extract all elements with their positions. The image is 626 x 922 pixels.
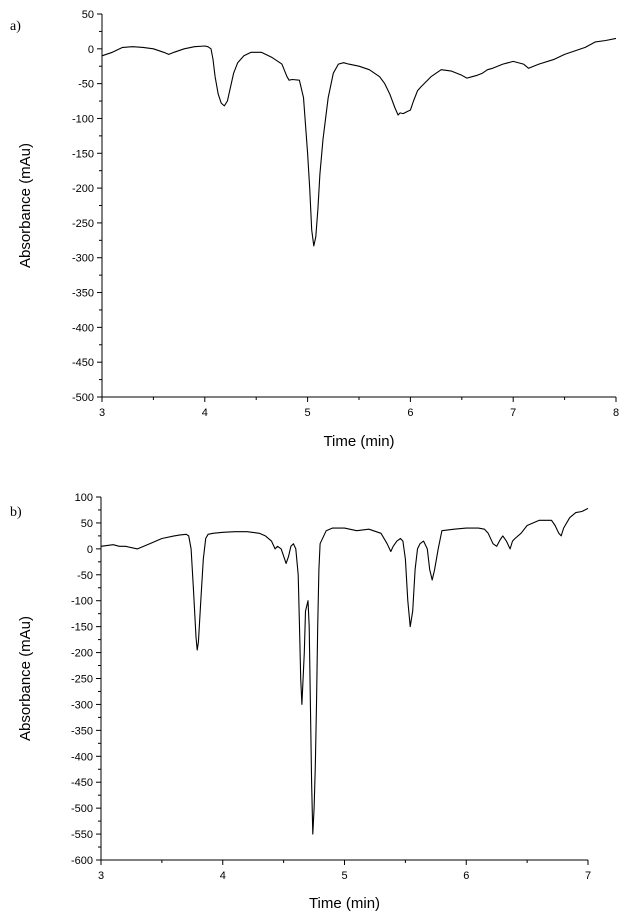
chart-a-y-tick-label: -500 [72,392,94,404]
chart-b-y-tick-label: 0 [87,544,93,556]
chart-b-y-tick-label: -300 [71,699,93,711]
chart-a-y-tick-label: 50 [82,9,94,21]
chart-a-x-tick-label: 4 [202,407,208,419]
chart-a-y-axis-title: Absorbance (mAu) [17,143,34,268]
chart-a-x-tick-label: 3 [99,407,105,419]
chart-b-x-tick-label: 7 [585,870,591,882]
chart-b-y-tick-label: -450 [71,777,93,789]
chart-b-y-tick-label: -350 [71,725,93,737]
chart-b-y-tick-label: -50 [77,570,93,582]
chart-b-y-tick-label: 100 [75,492,93,504]
chart-b-y-tick-label: 50 [81,518,93,530]
chart-a-y-tick-label: -400 [72,322,94,334]
chart-b-y-tick-label: -200 [71,648,93,660]
chart-a-y-tick-label: 0 [88,44,94,56]
chart-b-y-axis-title: Absorbance (mAu) [17,616,34,741]
chart-a-x-tick-label: 6 [407,407,413,419]
chart-b-y-tick-label: -550 [71,829,93,841]
chart-b-y-tick-label: -400 [71,751,93,763]
chart-a-series-line [101,37,617,247]
chart-a-x-axis-title: Time (min) [323,433,394,450]
chart-b-y-tick-label: -150 [71,622,93,634]
chart-a-x-tick-label: 5 [305,407,311,419]
chart-b-series-line [100,507,589,835]
chart-a-x-tick-label: 7 [510,407,516,419]
chart-b-x-axis-title: Time (min) [309,895,380,912]
chart-a-y-tick-label: -300 [72,253,94,265]
chart-b-x-tick-label: 3 [98,870,104,882]
chart-b-x-tick-label: 4 [220,870,226,882]
chart-a-y-tick-label: -250 [72,218,94,230]
chart-a-x-tick-label: 8 [613,407,619,419]
chart-a-y-tick-label: -100 [72,113,94,125]
chart-b-x-tick-label: 6 [463,870,469,882]
chart-b: 100 50 0 -50 -100 -150 -200 -250 -300 -350 -400 -45… [10,492,591,912]
chart-b-y-tick-label: -250 [71,674,93,686]
chart-a-panel-label: a) [10,19,21,34]
chart-b-panel-label: b) [10,505,22,520]
chart-a-y-tick-label: -150 [72,148,94,160]
chart-a-y-tick-label: -50 [78,79,94,91]
chart-a-y-tick-label: -450 [72,357,94,369]
chart-b-y-tick-label: -600 [71,855,93,867]
chart-a-y-tick-label: -200 [72,183,94,195]
chart-b-x-tick-label: 5 [341,870,347,882]
chart-a: 50 0 -50 -100 -150 -200 -250 -300 -350 -400 -450 -5… [10,9,619,450]
chart-a-y-tick-label: -350 [72,288,94,300]
chart-b-y-tick-label: -100 [71,596,93,608]
chart-b-y-tick-label: -500 [71,803,93,815]
